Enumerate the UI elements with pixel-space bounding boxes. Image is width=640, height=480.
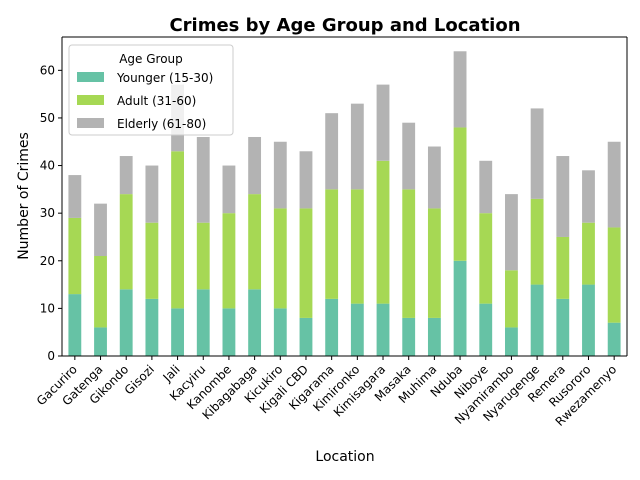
bar-niboye-series-1 bbox=[479, 213, 493, 304]
y-tick-label: 30 bbox=[40, 206, 55, 220]
bar-kanombe-series-1 bbox=[222, 213, 236, 309]
bar-muhima-series-0 bbox=[427, 317, 441, 356]
bar-kigali-cbd-series-1 bbox=[299, 208, 313, 318]
legend-swatch bbox=[77, 95, 104, 105]
legend-entry-label: Elderly (61-80) bbox=[117, 117, 206, 131]
legend-items: Younger (15-30) Adult (31-60) Elderly (61-… bbox=[77, 71, 213, 131]
bar-jali-series-0 bbox=[171, 308, 184, 356]
bar-gatenga-series-1 bbox=[94, 256, 107, 328]
bar-remera-series-2 bbox=[556, 156, 570, 237]
bar-kanombe-series-2 bbox=[222, 165, 236, 214]
bar-remera-series-0 bbox=[556, 298, 570, 356]
bar-nyamirambo-series-2 bbox=[505, 194, 518, 271]
bar-kigarama-series-2 bbox=[325, 113, 339, 190]
bar-kicukiro-series-1 bbox=[273, 208, 287, 309]
bar-masaka-series-2 bbox=[402, 122, 416, 190]
bar-gikondo-series-2 bbox=[119, 156, 133, 195]
y-tick-label: 50 bbox=[40, 111, 55, 125]
bar-kimisagara-series-1 bbox=[376, 160, 390, 304]
bar-muhima-series-1 bbox=[427, 208, 441, 318]
bar-rwezamenyo-series-0 bbox=[607, 322, 621, 356]
legend-frame bbox=[68, 44, 234, 136]
axes-layer bbox=[61, 36, 628, 357]
y-tick-label: 40 bbox=[40, 159, 55, 173]
y-axis-label: Number of Crimes bbox=[16, 132, 32, 260]
bar-kigali-cbd-series-0 bbox=[299, 317, 313, 356]
bar-kimisagara-series-0 bbox=[376, 303, 390, 356]
bar-niboye-series-2 bbox=[479, 160, 493, 214]
bars-layer bbox=[68, 51, 621, 356]
bar-gacuriro-series-1 bbox=[68, 217, 82, 295]
legend-swatch bbox=[77, 118, 104, 128]
bar-niboye-series-0 bbox=[479, 303, 493, 356]
bar-gikondo-series-1 bbox=[119, 194, 133, 290]
bar-kacyiru-series-0 bbox=[196, 289, 210, 356]
bar-kigarama-series-1 bbox=[325, 189, 339, 299]
bar-rwezamenyo-series-2 bbox=[607, 141, 621, 228]
bar-gacuriro-series-2 bbox=[68, 175, 82, 218]
bar-muhima-series-2 bbox=[427, 146, 441, 209]
bar-nyarugenge-series-0 bbox=[530, 284, 544, 356]
bar-kacyiru-series-2 bbox=[196, 136, 210, 223]
legend-title: Age Group bbox=[119, 52, 183, 66]
bar-gikondo-series-0 bbox=[119, 289, 133, 356]
bar-rusororo-series-0 bbox=[582, 284, 595, 356]
legend-swatch bbox=[77, 72, 104, 82]
bar-kigarama-series-0 bbox=[325, 298, 339, 356]
bar-nduba-series-1 bbox=[453, 127, 467, 261]
bar-gatenga-series-2 bbox=[94, 203, 107, 257]
bar-gatenga-series-0 bbox=[94, 327, 107, 356]
bar-kimisagara-series-2 bbox=[376, 84, 390, 161]
y-tick-label: 10 bbox=[40, 301, 55, 315]
bar-kacyiru-series-1 bbox=[196, 222, 210, 290]
bar-gacuriro-series-0 bbox=[68, 294, 82, 356]
bar-gisozi-series-1 bbox=[145, 222, 159, 299]
bar-rusororo-series-2 bbox=[582, 170, 595, 223]
bar-kimironko-series-2 bbox=[350, 103, 364, 190]
x-axis-label: Location bbox=[315, 449, 374, 465]
bar-gisozi-series-0 bbox=[145, 298, 159, 356]
bar-kibagabaga-series-2 bbox=[248, 136, 262, 195]
bar-kibagabaga-series-0 bbox=[248, 289, 262, 356]
bar-nyarugenge-series-1 bbox=[530, 198, 544, 285]
x-tick-label: Gisozi bbox=[122, 362, 157, 397]
bar-kicukiro-series-0 bbox=[273, 308, 287, 356]
bar-kicukiro-series-2 bbox=[273, 141, 287, 209]
y-tick-label: 0 bbox=[47, 349, 55, 363]
bar-nyarugenge-series-2 bbox=[530, 108, 544, 199]
bar-nduba-series-2 bbox=[453, 51, 467, 128]
bar-nyamirambo-series-1 bbox=[505, 270, 518, 328]
chart-title: Crimes by Age Group and Location bbox=[169, 15, 520, 36]
legend-entry-label: Adult (31-60) bbox=[117, 94, 196, 108]
legend-entry-label: Younger (15-30) bbox=[116, 71, 213, 85]
bar-gisozi-series-2 bbox=[145, 165, 159, 223]
bar-kigali-cbd-series-2 bbox=[299, 151, 313, 209]
bar-rwezamenyo-series-1 bbox=[607, 227, 621, 323]
bar-jali-series-1 bbox=[171, 151, 184, 309]
bar-kanombe-series-0 bbox=[222, 308, 236, 356]
y-tick-label: 60 bbox=[40, 63, 55, 77]
bar-kimironko-series-1 bbox=[350, 189, 364, 304]
y-ticks-layer: 0 10 20 30 40 50 60 bbox=[40, 63, 62, 363]
legend: Age Group Younger (15-30) Adult (31-60) El… bbox=[68, 44, 234, 136]
bar-rusororo-series-1 bbox=[582, 222, 595, 285]
bar-masaka-series-1 bbox=[402, 189, 416, 318]
bar-kimironko-series-0 bbox=[350, 303, 364, 356]
y-tick-label: 20 bbox=[40, 254, 55, 268]
bar-masaka-series-0 bbox=[402, 317, 416, 356]
bar-kibagabaga-series-1 bbox=[248, 194, 262, 290]
bar-remera-series-1 bbox=[556, 236, 570, 299]
bar-nduba-series-0 bbox=[453, 260, 467, 356]
bar-nyamirambo-series-0 bbox=[505, 327, 518, 356]
